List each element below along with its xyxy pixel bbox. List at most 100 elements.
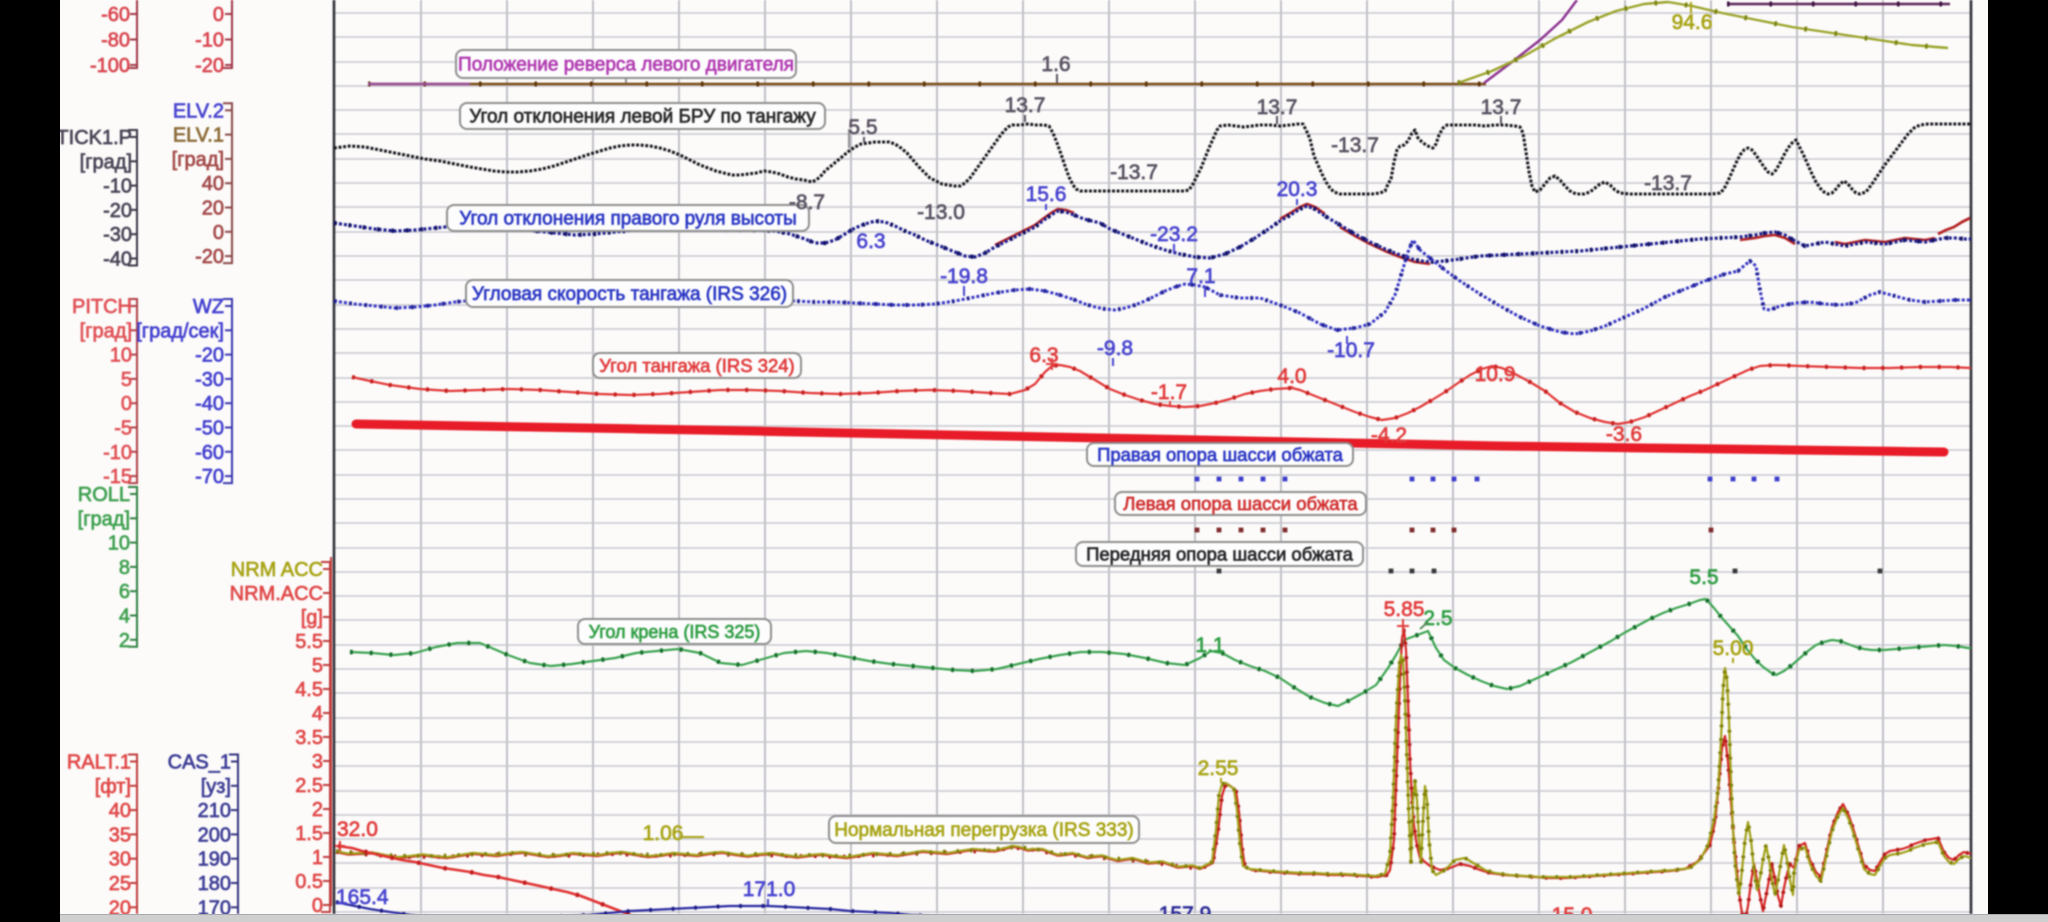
svg-text:-1.7: -1.7 [1151, 381, 1187, 404]
svg-text:NRM.ACC: NRM.ACC [230, 583, 323, 605]
svg-text:Положение реверса левого двига: Положение реверса левого двигателя [458, 55, 794, 76]
svg-text:Угол тангажа (IRS 324): Угол тангажа (IRS 324) [599, 355, 794, 376]
svg-text:-30: -30 [195, 369, 224, 391]
svg-text:6: 6 [119, 581, 130, 603]
svg-text:-20: -20 [103, 200, 132, 222]
svg-text:[фт]: [фт] [95, 776, 131, 798]
svg-text:0: 0 [213, 4, 224, 26]
svg-text:PITCH: PITCH [72, 296, 132, 318]
svg-text:TICK1.P: TICK1.P [56, 127, 132, 149]
svg-text:20.3: 20.3 [1277, 178, 1318, 201]
svg-text:Левая опора шасси обжата: Левая опора шасси обжата [1123, 493, 1358, 514]
svg-text:10: 10 [110, 345, 132, 367]
svg-text:3: 3 [312, 751, 323, 773]
svg-text:[g]: [g] [301, 607, 323, 629]
svg-text:25: 25 [109, 873, 131, 895]
svg-text:-13.7: -13.7 [1331, 134, 1379, 157]
svg-text:-10: -10 [195, 30, 224, 52]
svg-text:[град]: [град] [80, 151, 132, 173]
svg-text:10: 10 [108, 533, 130, 555]
svg-text:94.6: 94.6 [1672, 11, 1713, 34]
svg-text:40: 40 [202, 173, 224, 195]
svg-text:171.0: 171.0 [743, 878, 796, 901]
svg-text:RALT.1: RALT.1 [67, 752, 131, 774]
svg-text:7.1: 7.1 [1186, 265, 1215, 288]
svg-text:-15: -15 [103, 466, 132, 488]
svg-text:-40: -40 [195, 393, 224, 415]
svg-text:ROLL: ROLL [78, 484, 130, 506]
svg-text:2.5: 2.5 [295, 775, 323, 797]
svg-text:-10: -10 [103, 176, 132, 198]
svg-text:Передняя опора шасси обжата: Передняя опора шасси обжата [1086, 543, 1354, 564]
svg-text:4: 4 [119, 606, 130, 628]
svg-text:-19.8: -19.8 [940, 265, 988, 288]
svg-text:-13.7: -13.7 [1110, 161, 1158, 184]
svg-text:1.06: 1.06 [643, 822, 684, 845]
svg-text:1.5: 1.5 [295, 823, 323, 845]
svg-text:2.5: 2.5 [1423, 607, 1452, 630]
svg-text:-20: -20 [195, 246, 224, 268]
svg-text:5: 5 [121, 369, 132, 391]
svg-text:-13.0: -13.0 [917, 201, 965, 224]
svg-text:-60: -60 [195, 442, 224, 464]
svg-text:ELV.1: ELV.1 [173, 125, 224, 147]
svg-text:5.85: 5.85 [1384, 598, 1425, 621]
svg-text:-60: -60 [101, 4, 130, 26]
svg-text:-8.7: -8.7 [789, 191, 825, 214]
svg-text:-40: -40 [103, 249, 132, 271]
svg-text:1.6: 1.6 [1041, 53, 1070, 76]
svg-text:1: 1 [312, 847, 323, 869]
svg-text:-23.2: -23.2 [1150, 223, 1198, 246]
svg-text:20: 20 [109, 897, 131, 919]
svg-text:-4.2: -4.2 [1371, 424, 1407, 447]
svg-text:Угол отклонения правого руля в: Угол отклонения правого руля высоты [459, 209, 797, 230]
svg-text:5.5: 5.5 [295, 631, 323, 653]
svg-text:13.7: 13.7 [1005, 94, 1046, 117]
svg-text:210: 210 [198, 800, 231, 822]
svg-text:CAS_1: CAS_1 [168, 752, 231, 774]
svg-text:[град]: [град] [80, 320, 132, 342]
svg-text:2.55: 2.55 [1198, 757, 1239, 780]
svg-text:2: 2 [312, 799, 323, 821]
svg-text:0: 0 [213, 222, 224, 244]
svg-text:0.5: 0.5 [295, 871, 323, 893]
svg-text:5.00: 5.00 [1713, 637, 1754, 660]
svg-text:Угловая скорость тангажа (IRS: Угловая скорость тангажа (IRS 326) [472, 284, 787, 305]
svg-text:-20: -20 [195, 345, 224, 367]
svg-text:Угол отклонения левой БРУ по т: Угол отклонения левой БРУ по тангажу [469, 107, 816, 128]
svg-text:20: 20 [202, 198, 224, 220]
svg-text:180: 180 [198, 873, 231, 895]
svg-text:Угол крена (IRS 325): Угол крена (IRS 325) [589, 622, 761, 642]
svg-text:-70: -70 [195, 466, 224, 488]
svg-text:-13.7: -13.7 [1644, 172, 1692, 195]
svg-text:0: 0 [312, 895, 323, 917]
svg-text:-5: -5 [114, 418, 132, 440]
svg-text:4: 4 [312, 703, 323, 725]
svg-text:10.9: 10.9 [1475, 363, 1516, 386]
svg-text:Правая опора шасси обжата: Правая опора шасси обжата [1097, 444, 1344, 465]
svg-text:13.7: 13.7 [1257, 96, 1298, 119]
svg-text:5: 5 [312, 655, 323, 677]
svg-text:WZ: WZ [193, 296, 224, 318]
svg-text:4.0: 4.0 [1277, 365, 1306, 388]
svg-text:200: 200 [198, 824, 231, 846]
svg-text:5.5: 5.5 [1689, 566, 1718, 589]
svg-text:-3.6: -3.6 [1606, 423, 1642, 446]
svg-text:[град/сек]: [град/сек] [136, 320, 224, 342]
svg-text:190: 190 [198, 849, 231, 871]
svg-text:-10: -10 [103, 442, 132, 464]
svg-text:ELV.2: ELV.2 [173, 100, 224, 122]
svg-text:1.1: 1.1 [1195, 634, 1224, 657]
svg-text:Нормальная перегрузка (IRS 333: Нормальная перегрузка (IRS 333) [834, 820, 1133, 841]
svg-text:[град]: [град] [78, 508, 130, 530]
svg-text:4.5: 4.5 [295, 679, 323, 701]
svg-text:-20: -20 [195, 55, 224, 77]
svg-text:-9.8: -9.8 [1097, 337, 1133, 360]
svg-text:3.5: 3.5 [295, 727, 323, 749]
svg-text:8: 8 [119, 557, 130, 579]
svg-text:[уз]: [уз] [201, 776, 231, 798]
svg-text:15.6: 15.6 [1026, 183, 1067, 206]
svg-text:170: 170 [198, 897, 231, 919]
svg-text:NRM ACC: NRM ACC [231, 559, 323, 581]
svg-text:-30: -30 [103, 224, 132, 246]
